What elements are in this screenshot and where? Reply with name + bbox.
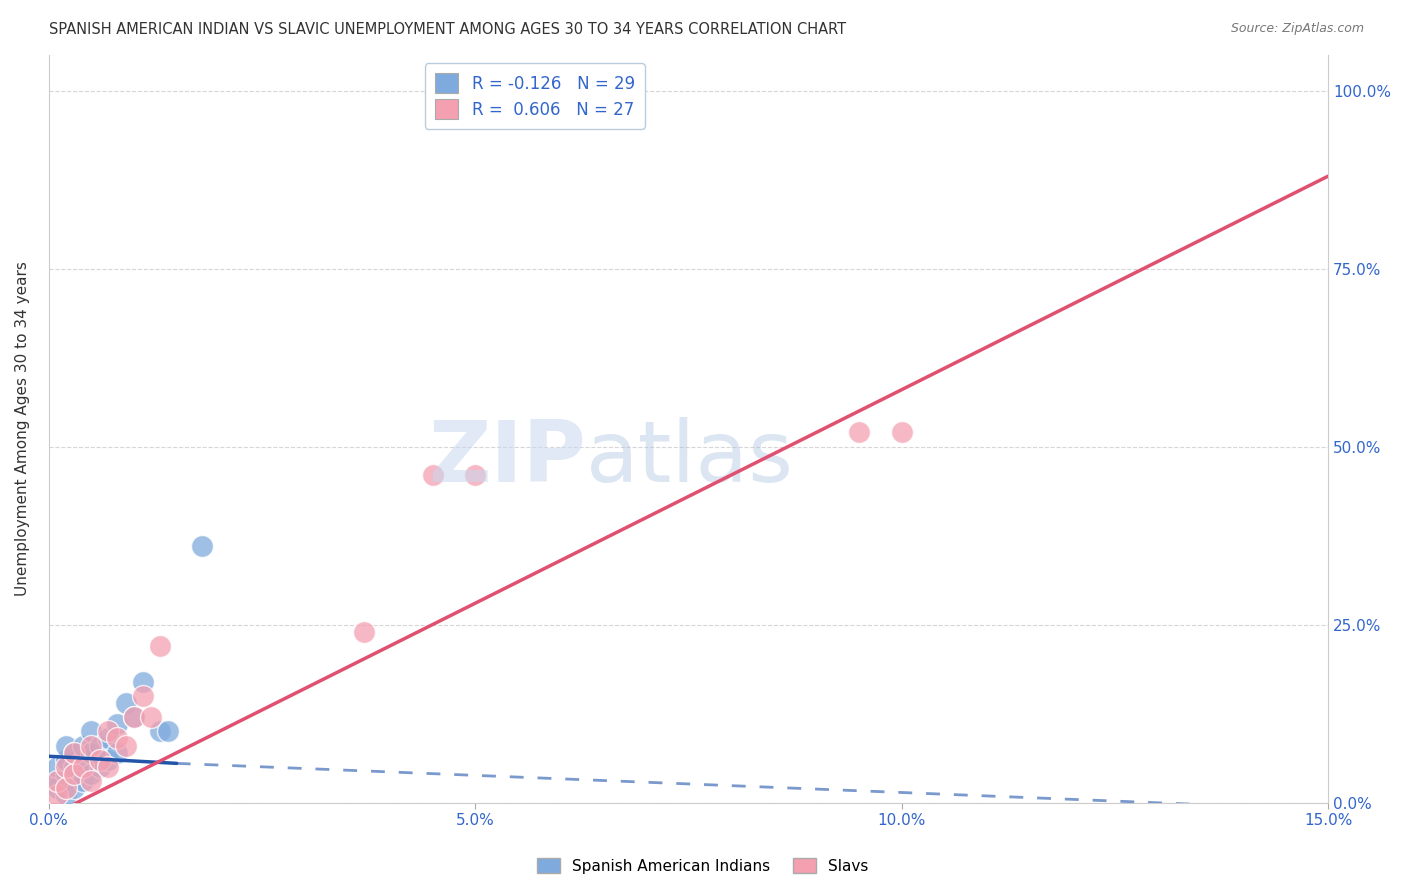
Point [139, 710, 162, 724]
Point [72, 760, 94, 774]
Point [89, 760, 111, 774]
Point [63, 781, 86, 796]
Point [63, 767, 86, 781]
Point [97, 753, 120, 767]
Point [97, 724, 120, 739]
Point [157, 724, 180, 739]
Point [55, 760, 77, 774]
Point [890, 425, 912, 440]
Point [80, 774, 103, 789]
Point [63, 746, 86, 760]
Point [46, 774, 69, 789]
Point [80, 746, 103, 760]
Point [114, 739, 136, 753]
Point [122, 710, 145, 724]
Point [131, 674, 153, 689]
Point [46, 774, 69, 789]
Legend: Spanish American Indians, Slavs: Spanish American Indians, Slavs [531, 852, 875, 880]
Point [72, 774, 94, 789]
Point [63, 746, 86, 760]
Point [114, 696, 136, 710]
Point [122, 710, 145, 724]
Point [46, 760, 69, 774]
Point [131, 689, 153, 703]
Point [105, 746, 128, 760]
Point [97, 760, 120, 774]
Text: Source: ZipAtlas.com: Source: ZipAtlas.com [1230, 22, 1364, 36]
Point [191, 539, 214, 553]
Point [80, 724, 103, 739]
Point [89, 753, 111, 767]
Y-axis label: Unemployment Among Ages 30 to 34 years: Unemployment Among Ages 30 to 34 years [15, 261, 30, 596]
Point [55, 739, 77, 753]
Point [149, 724, 172, 739]
Point [72, 753, 94, 767]
Point [353, 624, 375, 639]
Point [72, 739, 94, 753]
Legend: R = -0.126   N = 29, R =  0.606   N = 27: R = -0.126 N = 29, R = 0.606 N = 27 [425, 63, 645, 128]
Point [55, 789, 77, 803]
Point [55, 767, 77, 781]
Point [55, 753, 77, 767]
Point [422, 468, 444, 483]
Point [63, 760, 86, 774]
Point [46, 781, 69, 796]
Point [149, 639, 172, 653]
Point [848, 425, 870, 440]
Text: ZIP: ZIP [429, 417, 586, 500]
Point [55, 781, 77, 796]
Point [89, 739, 111, 753]
Point [105, 731, 128, 746]
Point [46, 789, 69, 803]
Point [105, 717, 128, 731]
Text: SPANISH AMERICAN INDIAN VS SLAVIC UNEMPLOYMENT AMONG AGES 30 TO 34 YEARS CORRELA: SPANISH AMERICAN INDIAN VS SLAVIC UNEMPL… [49, 22, 846, 37]
Text: atlas: atlas [586, 417, 794, 500]
Point [80, 739, 103, 753]
Point [464, 468, 486, 483]
Point [63, 767, 86, 781]
Point [80, 767, 103, 781]
Point [97, 731, 120, 746]
